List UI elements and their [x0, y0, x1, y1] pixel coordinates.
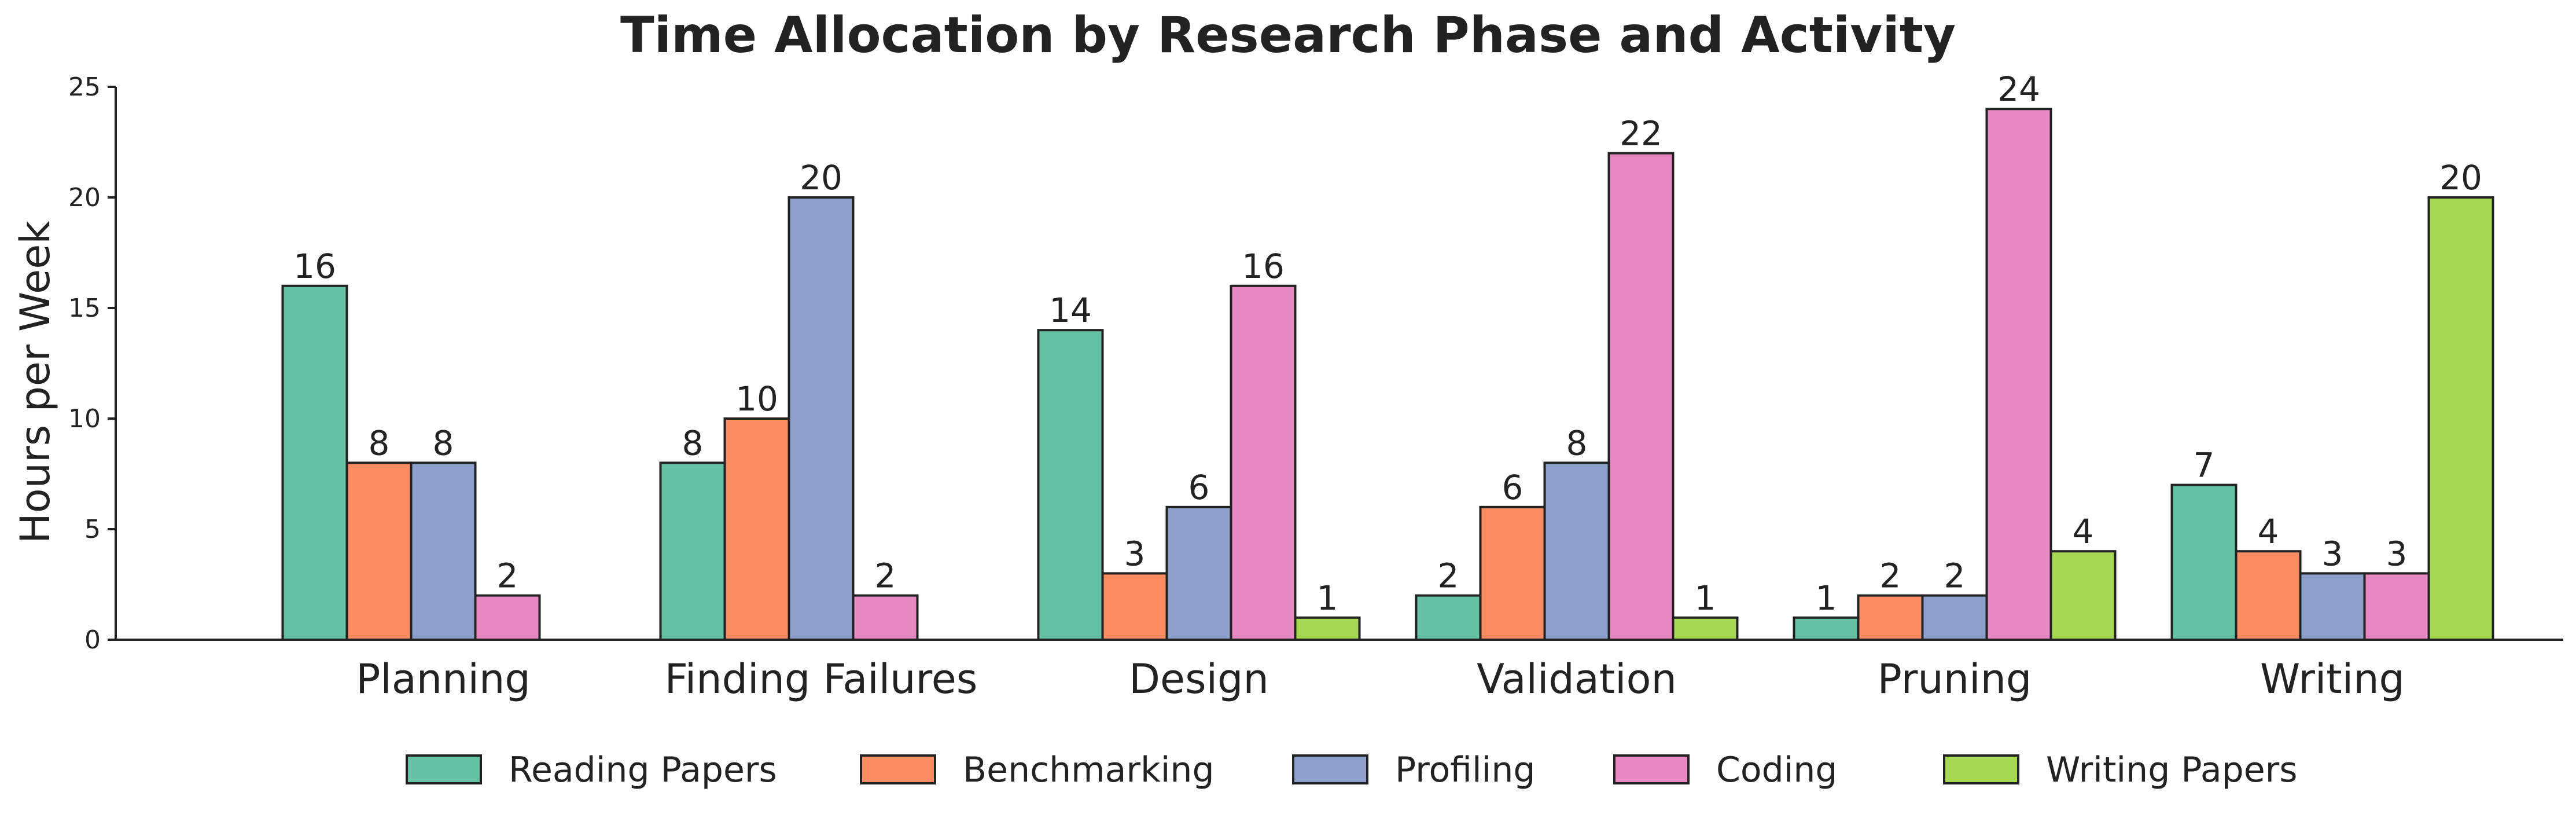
legend: Reading Papers Benchmarking Profiling Codin… — [406, 750, 2298, 790]
data-label: 1 — [1317, 578, 1338, 618]
data-label: 3 — [2322, 534, 2343, 573]
data-label: 1 — [1695, 578, 1716, 618]
bar — [2170, 483, 2238, 641]
y-axis-label: Hours per Week — [12, 221, 59, 544]
bar — [1230, 284, 1297, 641]
bar — [1479, 505, 1546, 641]
y-tick-label: 15 — [68, 294, 101, 323]
legend-swatch — [1613, 754, 1690, 784]
bar — [1415, 594, 1482, 641]
bar — [1165, 505, 1232, 641]
data-label: 16 — [1242, 247, 1285, 286]
bar — [2427, 196, 2494, 641]
bar — [787, 196, 855, 641]
bar — [1037, 329, 1104, 641]
bar — [1672, 616, 1739, 641]
data-label: 24 — [1997, 69, 2040, 109]
legend-item: Benchmarking — [860, 750, 1215, 790]
legend-item: Coding — [1613, 750, 1837, 790]
data-label: 2 — [1880, 556, 1901, 596]
axes — [115, 87, 2563, 641]
bar — [474, 594, 541, 641]
x-tick-label: Validation — [1477, 655, 1677, 703]
x-tick-label: Pruning — [1878, 655, 2032, 703]
data-label: 2 — [497, 556, 518, 596]
data-label: 3 — [1124, 534, 1146, 573]
bar — [1921, 594, 1988, 641]
bar — [1543, 461, 1610, 641]
bar — [1294, 616, 1361, 641]
bar — [410, 461, 477, 641]
legend-label: Writing Papers — [2046, 750, 2298, 790]
bar — [659, 461, 726, 641]
x-tick-label: Design — [1129, 655, 1269, 703]
bar — [1985, 108, 2052, 641]
data-label: 4 — [2258, 512, 2279, 551]
y-tick-label: 0 — [84, 625, 101, 655]
data-label: 3 — [2386, 534, 2408, 573]
data-label: 8 — [369, 423, 390, 463]
data-label: 14 — [1049, 291, 1092, 330]
x-axis-ticks: Planning Finding Failures Design Validation… — [356, 655, 2405, 703]
legend-swatch — [1943, 754, 2019, 784]
data-label: 22 — [1620, 114, 1662, 153]
legend-item: Profiling — [1292, 750, 1535, 790]
bar — [1793, 616, 1860, 641]
data-label: 2 — [1944, 556, 1966, 596]
legend-item: Reading Papers — [406, 750, 777, 790]
data-label: 2 — [1438, 556, 1459, 596]
x-tick-label: Finding Failures — [665, 655, 978, 703]
bar — [2363, 572, 2430, 641]
legend-item: Writing Papers — [1943, 750, 2298, 790]
data-label: 20 — [2439, 158, 2482, 197]
data-label: 1 — [1816, 578, 1837, 618]
bar — [1101, 572, 1168, 641]
legend-label: Coding — [1716, 750, 1837, 790]
legend-label: Benchmarking — [963, 750, 1215, 790]
legend-swatch — [860, 754, 936, 784]
bar — [2235, 550, 2302, 641]
chart-title: Time Allocation by Research Phase and Ac… — [620, 6, 1956, 64]
data-label: 2 — [875, 556, 896, 596]
y-axis-ticks: 0 5 10 15 20 25 — [68, 72, 116, 655]
bar — [281, 284, 348, 641]
bar — [723, 417, 790, 641]
bar — [2049, 550, 2117, 641]
data-label: 4 — [2073, 512, 2094, 551]
bar — [1857, 594, 1924, 641]
data-label: 16 — [293, 247, 336, 286]
data-label: 7 — [2194, 446, 2215, 485]
data-label: 10 — [735, 379, 778, 419]
y-tick-label: 5 — [84, 515, 101, 544]
legend-swatch — [1292, 754, 1368, 784]
legend-label: Profiling — [1395, 750, 1535, 790]
y-tick-label: 10 — [68, 404, 101, 434]
data-label: 8 — [1566, 423, 1588, 463]
bar — [1607, 152, 1675, 641]
x-tick-label: Writing — [2260, 655, 2405, 703]
x-tick-label: Planning — [356, 655, 531, 703]
legend-swatch — [406, 754, 482, 784]
data-label: 6 — [1188, 468, 1210, 507]
y-tick-label: 25 — [68, 72, 101, 102]
data-label: 6 — [1502, 468, 1523, 507]
data-label: 20 — [800, 158, 842, 197]
bars — [281, 108, 2494, 641]
data-label: 8 — [682, 423, 704, 463]
data-label: 8 — [433, 423, 454, 463]
bar — [2299, 572, 2366, 641]
bar — [852, 594, 919, 641]
bar — [345, 461, 413, 641]
legend-label: Reading Papers — [509, 750, 777, 790]
y-tick-label: 20 — [68, 183, 101, 212]
